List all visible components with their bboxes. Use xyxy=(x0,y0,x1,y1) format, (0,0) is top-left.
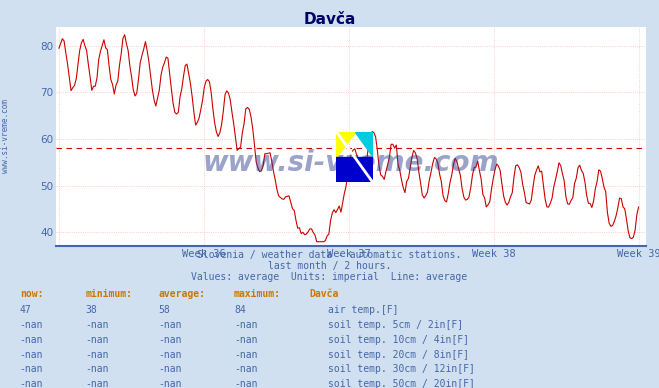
Text: -nan: -nan xyxy=(86,335,109,345)
Text: soil temp. 20cm / 8in[F]: soil temp. 20cm / 8in[F] xyxy=(328,350,469,360)
Text: soil temp. 50cm / 20in[F]: soil temp. 50cm / 20in[F] xyxy=(328,379,475,388)
Polygon shape xyxy=(337,132,355,157)
Text: last month / 2 hours.: last month / 2 hours. xyxy=(268,261,391,271)
Text: -nan: -nan xyxy=(20,320,43,330)
Text: -nan: -nan xyxy=(86,350,109,360)
Text: -nan: -nan xyxy=(234,320,258,330)
Text: -nan: -nan xyxy=(158,335,182,345)
Polygon shape xyxy=(337,157,373,182)
Text: 47: 47 xyxy=(20,305,32,315)
Text: air temp.[F]: air temp.[F] xyxy=(328,305,399,315)
Text: soil temp. 30cm / 12in[F]: soil temp. 30cm / 12in[F] xyxy=(328,364,475,374)
Text: -nan: -nan xyxy=(86,364,109,374)
Text: -nan: -nan xyxy=(20,364,43,374)
Text: -nan: -nan xyxy=(158,320,182,330)
Text: now:: now: xyxy=(20,289,43,299)
Text: 58: 58 xyxy=(158,305,170,315)
Polygon shape xyxy=(355,132,373,157)
Text: Slovenia / weather data - automatic stations.: Slovenia / weather data - automatic stat… xyxy=(197,250,462,260)
Text: 84: 84 xyxy=(234,305,246,315)
Text: -nan: -nan xyxy=(86,320,109,330)
Text: Values: average  Units: imperial  Line: average: Values: average Units: imperial Line: av… xyxy=(191,272,468,282)
Text: -nan: -nan xyxy=(158,364,182,374)
Text: -nan: -nan xyxy=(234,379,258,388)
Text: -nan: -nan xyxy=(234,364,258,374)
Text: minimum:: minimum: xyxy=(86,289,132,299)
Text: -nan: -nan xyxy=(234,350,258,360)
Text: -nan: -nan xyxy=(234,335,258,345)
Text: maximum:: maximum: xyxy=(234,289,281,299)
Text: -nan: -nan xyxy=(158,350,182,360)
Text: Davča: Davča xyxy=(310,289,339,299)
Text: -nan: -nan xyxy=(20,350,43,360)
Text: www.si-vreme.com: www.si-vreme.com xyxy=(203,149,499,177)
Text: 38: 38 xyxy=(86,305,98,315)
Text: soil temp. 10cm / 4in[F]: soil temp. 10cm / 4in[F] xyxy=(328,335,469,345)
Text: www.si-vreme.com: www.si-vreme.com xyxy=(1,99,10,173)
Text: -nan: -nan xyxy=(158,379,182,388)
Text: -nan: -nan xyxy=(20,379,43,388)
Text: soil temp. 5cm / 2in[F]: soil temp. 5cm / 2in[F] xyxy=(328,320,463,330)
Text: average:: average: xyxy=(158,289,205,299)
Text: Davča: Davča xyxy=(303,12,356,28)
Text: -nan: -nan xyxy=(20,335,43,345)
Text: -nan: -nan xyxy=(86,379,109,388)
